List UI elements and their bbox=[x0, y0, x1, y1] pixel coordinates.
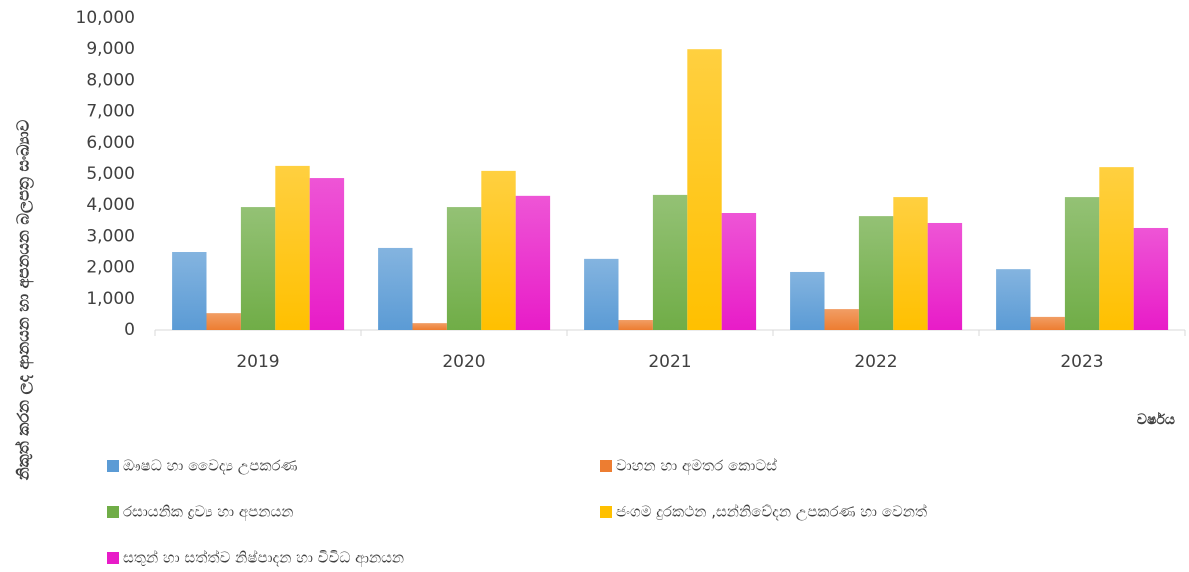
legend-label: ඖෂධ හා වෛද්‍ය උපකරණ bbox=[123, 457, 298, 475]
y-tick-label: 4,000 bbox=[86, 195, 135, 215]
bar bbox=[927, 222, 963, 330]
legend-swatch bbox=[107, 552, 119, 564]
legend-swatch bbox=[600, 460, 612, 472]
y-tick-label: 9,000 bbox=[86, 39, 135, 59]
bar bbox=[893, 197, 928, 330]
bar bbox=[412, 323, 447, 330]
bar bbox=[687, 49, 722, 330]
legend-label: රසායනික ද්‍රව්‍ය හා අපනයන bbox=[123, 503, 293, 522]
y-tick-label: 0 bbox=[124, 320, 135, 340]
x-tick-label: 2021 bbox=[648, 352, 691, 372]
y-tick-label: 6,000 bbox=[86, 133, 135, 153]
legend-label: ජංගම දුරකථන ,සන්නිවේදන උපකරණ හා වෙනත් bbox=[616, 502, 927, 520]
bar bbox=[1099, 167, 1134, 330]
x-tick-label: 2022 bbox=[854, 352, 897, 372]
bar bbox=[481, 170, 516, 330]
bar bbox=[652, 194, 688, 330]
bar bbox=[721, 213, 757, 330]
x-axis-label: වර්ෂය bbox=[1137, 411, 1175, 428]
bar bbox=[618, 320, 653, 330]
bar bbox=[858, 216, 894, 330]
bar bbox=[309, 178, 345, 330]
x-tick-label: 2020 bbox=[442, 352, 485, 372]
y-tick-label: 3,000 bbox=[86, 226, 135, 246]
legend-label: වාහන හා අමතර කොටස් bbox=[616, 456, 777, 475]
legend-swatch bbox=[107, 460, 119, 472]
bar bbox=[1133, 227, 1169, 330]
y-tick-label: 8,000 bbox=[86, 70, 135, 90]
bar bbox=[790, 271, 825, 330]
bar bbox=[206, 313, 241, 330]
bar bbox=[824, 309, 859, 330]
bar bbox=[996, 269, 1031, 330]
y-tick-label: 2,000 bbox=[86, 258, 135, 278]
x-tick-label: 2023 bbox=[1060, 352, 1103, 372]
y-tick-label: 10,000 bbox=[76, 8, 135, 28]
bar bbox=[378, 247, 413, 330]
bar bbox=[515, 195, 551, 330]
y-tick-label: 5,000 bbox=[86, 164, 135, 184]
bar bbox=[172, 252, 207, 330]
bar bbox=[446, 207, 482, 330]
bar bbox=[275, 165, 310, 330]
bar bbox=[1064, 197, 1100, 330]
legend-swatch bbox=[107, 506, 119, 518]
x-tick-label: 2019 bbox=[236, 352, 279, 372]
bar bbox=[584, 258, 619, 330]
y-tick-label: 1,000 bbox=[86, 289, 135, 309]
y-tick-label: 7,000 bbox=[86, 102, 135, 122]
legend-label: සතුන් හා සත්ත්ව නිෂ්පාදන හා විවිධ ආනයන bbox=[123, 548, 404, 567]
legend-swatch bbox=[600, 506, 612, 518]
bar bbox=[240, 207, 276, 330]
bar bbox=[1030, 316, 1065, 330]
y-axis-label: නිකුත් කරන ලද ආනයන හා අපනයන බලපත්‍ර සංඛ්… bbox=[14, 119, 35, 481]
